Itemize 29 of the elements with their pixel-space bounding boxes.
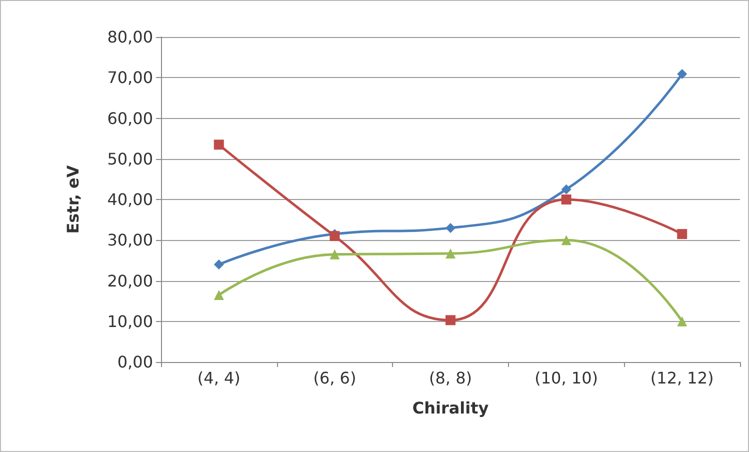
point	[446, 222, 456, 233]
point	[561, 184, 572, 194]
point	[214, 260, 224, 270]
point	[677, 229, 688, 240]
point	[214, 140, 224, 150]
point	[446, 315, 456, 326]
x-tick-label: (12, 12)	[650, 368, 714, 388]
point	[561, 194, 572, 204]
x-axis-title: Chirality	[412, 398, 490, 418]
point	[677, 316, 688, 326]
y-tick-label: 0,00	[117, 352, 153, 372]
point	[214, 290, 224, 300]
x-tick-label: (6, 6)	[313, 368, 356, 388]
x-tick-label: (10, 10)	[534, 368, 598, 388]
y-tick-label: 70,00	[107, 68, 153, 88]
y-tick-label: 30,00	[107, 230, 153, 250]
x-tick-label: (4, 4)	[197, 368, 240, 388]
y-axis-title: Estr, eV	[64, 164, 82, 234]
point	[330, 249, 340, 260]
y-tick-label: 60,00	[107, 108, 153, 128]
point	[561, 235, 572, 246]
x-tick-label: (8, 8)	[428, 368, 472, 388]
y-tick-label: 80,00	[107, 28, 153, 46]
point	[446, 248, 456, 259]
y-tick-label: 50,00	[107, 149, 153, 168]
point	[677, 68, 688, 79]
y-tick-label: 10,00	[107, 312, 153, 331]
y-tick-label: 20,00	[107, 271, 153, 290]
y-tick-label: 40,00	[107, 190, 153, 209]
